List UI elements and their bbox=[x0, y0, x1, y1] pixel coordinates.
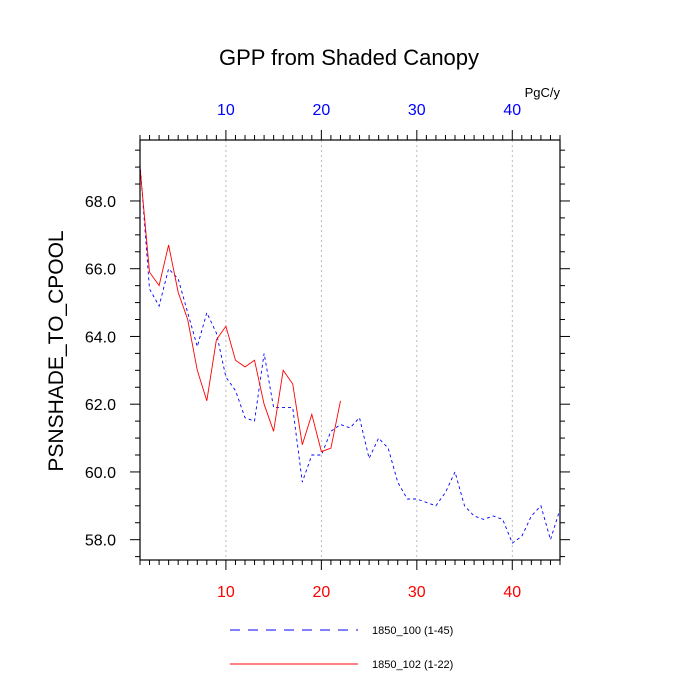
series-line-2 bbox=[139, 167, 341, 453]
x-tick-label-top: 30 bbox=[408, 102, 426, 119]
y-tick-label: 62.0 bbox=[85, 397, 116, 414]
grid-lines bbox=[225, 140, 513, 560]
y-tick-label: 68.0 bbox=[85, 194, 116, 211]
x-tick-label-bottom: 30 bbox=[408, 584, 426, 601]
series-layer bbox=[139, 163, 561, 544]
y-axis-label: PSNSHADE_TO_CPOOL bbox=[45, 230, 68, 471]
series-line-1 bbox=[139, 163, 561, 544]
units-label: PgC/y bbox=[525, 85, 561, 100]
y-tick-label: 64.0 bbox=[85, 329, 116, 346]
y-tick-label: 66.0 bbox=[85, 262, 116, 279]
x-tick-label-bottom: 40 bbox=[503, 584, 521, 601]
legend: 1850_100 (1-45) 1850_102 (1-22) bbox=[230, 625, 453, 671]
y-tick-label: 60.0 bbox=[85, 465, 116, 482]
axis-ticks: 10 10 20 20 30 30 40 40 58.0 60.0 62.0 64.0 66.0 68.0 bbox=[85, 102, 570, 601]
y-tick-label: 58.0 bbox=[85, 533, 116, 550]
x-tick-label-top: 10 bbox=[217, 102, 235, 119]
chart-title: GPP from Shaded Canopy bbox=[219, 45, 479, 70]
x-tick-label-bottom: 10 bbox=[217, 584, 235, 601]
x-tick-label-top: 20 bbox=[312, 102, 330, 119]
plot-frame bbox=[139, 139, 561, 561]
x-tick-label-top: 40 bbox=[503, 102, 521, 119]
x-tick-label-bottom: 20 bbox=[312, 584, 330, 601]
legend-label-2: 1850_102 (1-22) bbox=[372, 659, 453, 671]
legend-label-1: 1850_100 (1-45) bbox=[372, 625, 453, 637]
